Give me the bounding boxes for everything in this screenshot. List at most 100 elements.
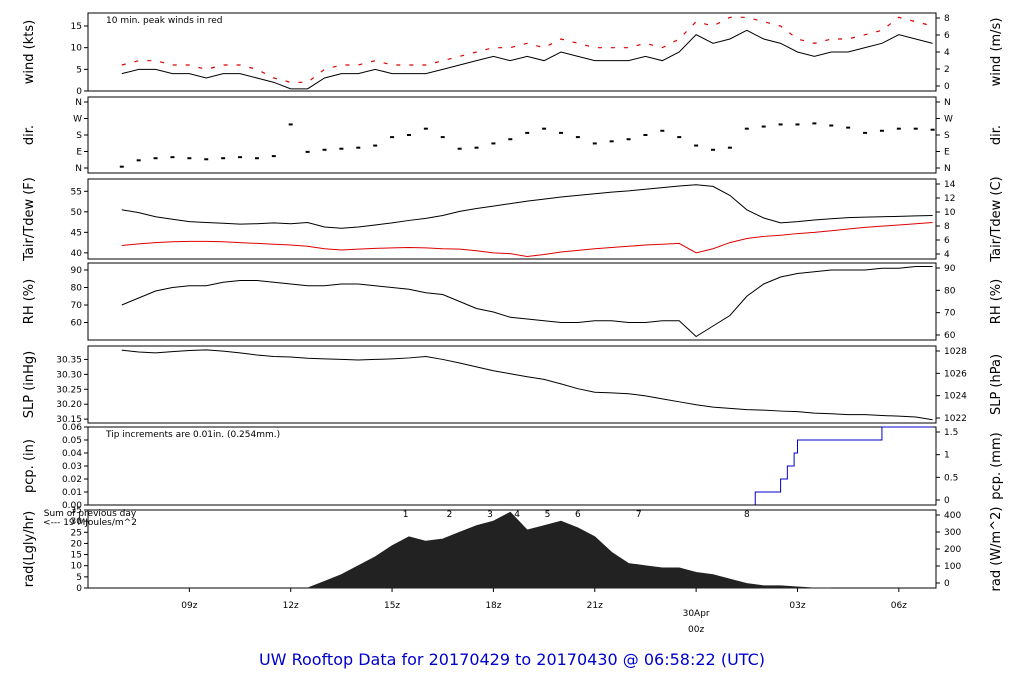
left-tick-label: 0.04 xyxy=(62,449,82,459)
right-tick-label: 6 xyxy=(944,236,950,246)
panel-frame xyxy=(87,96,937,174)
right-tick-label: 8 xyxy=(944,14,950,24)
panel-frame xyxy=(87,345,937,424)
left-tick-label: 20 xyxy=(71,539,83,549)
right-tick-label: 12 xyxy=(944,194,955,204)
right-tick-label: 70 xyxy=(944,309,956,319)
panel-rh: 60 70 80 90 60 70 80 90 RH (%) RH (%) xyxy=(22,262,1004,341)
x-tick-label: 18z xyxy=(485,601,501,611)
panel-frame xyxy=(87,262,937,341)
ylabel-right: RH (%) xyxy=(989,279,1004,324)
left-tick-label: 30.25 xyxy=(56,385,82,395)
left-tick-label: 15 xyxy=(71,22,82,32)
left-tick-label: 15 xyxy=(71,551,82,561)
left-tick-label: 30.20 xyxy=(56,400,82,410)
series-line-0 xyxy=(121,349,933,421)
right-tick-label: W xyxy=(944,115,953,125)
panel-slp: 30.15 30.20 30.25 30.30 30.35 1022 1024 1026 102… xyxy=(22,345,1004,425)
right-tick-label: 14 xyxy=(944,180,956,190)
panel-wind: 0 5 10 15 0 2 4 6 8 wind (kts) wind (m/s) 10 min. p… xyxy=(22,12,1004,97)
left-tick-label: 50 xyxy=(71,208,83,218)
right-tick-label: 300 xyxy=(944,528,961,538)
left-tick-label: 90 xyxy=(71,266,83,276)
footer-title: UW Rooftop Data for 20170429 to 20170430… xyxy=(258,650,766,669)
left-tick-label: 30.30 xyxy=(56,370,82,380)
rad-marker: 3 xyxy=(487,510,493,520)
right-tick-label: 1 xyxy=(944,451,950,461)
series-line-0 xyxy=(121,29,933,90)
right-tick-label: 80 xyxy=(944,286,956,296)
x-tick-label: 21z xyxy=(587,601,603,611)
series-line-1 xyxy=(121,221,933,258)
left-tick-label: 10 xyxy=(71,44,83,54)
left-tick-label: 70 xyxy=(71,301,83,311)
left-tick-label: 0.01 xyxy=(62,488,82,498)
left-tick-label: 10 xyxy=(71,562,83,572)
right-tick-label: 4 xyxy=(944,250,950,260)
rad-marker: 7 xyxy=(636,510,642,520)
right-tick-label: 0 xyxy=(944,82,950,92)
right-tick-label: 1024 xyxy=(944,392,967,402)
left-tick-label: 40 xyxy=(71,249,83,259)
ylabel-left: wind (kts) xyxy=(22,20,37,84)
right-tick-label: 2 xyxy=(944,65,950,75)
rad-marker: 1 xyxy=(403,510,409,520)
right-tick-label: 0 xyxy=(944,496,950,506)
left-tick-label: 5 xyxy=(76,65,82,75)
day-label: 30Apr xyxy=(683,609,710,619)
left-tick-label: 0.06 xyxy=(62,423,82,433)
right-tick-label: 0 xyxy=(944,579,950,589)
left-tick-label: 60 xyxy=(71,319,83,329)
ylabel-right: SLP (hPa) xyxy=(989,354,1004,415)
right-tick-label: 1022 xyxy=(944,414,967,424)
right-tick-label: 4 xyxy=(944,48,950,58)
ylabel-left: Tair/Tdew (F) xyxy=(22,177,37,262)
ylabel-right: Tair/Tdew (C) xyxy=(989,176,1004,262)
left-tick-label: S xyxy=(76,131,82,141)
right-tick-label: E xyxy=(944,148,950,158)
right-tick-label: 1.5 xyxy=(944,428,958,438)
left-tick-label: 0.00 xyxy=(62,501,82,511)
left-tick-label: 0 xyxy=(76,584,82,594)
left-tick-label: 30.35 xyxy=(56,355,82,365)
left-tick-label: 25 xyxy=(71,528,82,538)
right-tick-label: 6 xyxy=(944,31,950,41)
panel-frame xyxy=(87,178,937,260)
rad-marker: 5 xyxy=(545,510,551,520)
left-tick-label: W xyxy=(73,115,82,125)
right-tick-label: 60 xyxy=(944,331,956,341)
ylabel-left: rad(Lgly/hr) xyxy=(22,511,37,587)
left-tick-label: 35 xyxy=(71,506,82,516)
left-tick-label: 30.15 xyxy=(56,415,82,425)
right-tick-label: 0.5 xyxy=(944,473,958,483)
x-tick-label: 12z xyxy=(283,601,299,611)
ylabel-left: RH (%) xyxy=(22,279,37,324)
right-tick-label: 1028 xyxy=(944,347,967,357)
ylabel-left: SLP (inHg) xyxy=(22,351,37,419)
x-tick-label: 03z xyxy=(789,601,805,611)
left-tick-label: 0.03 xyxy=(62,462,82,472)
x-tick-label: 06z xyxy=(891,601,907,611)
right-tick-label: N xyxy=(944,98,951,108)
x-tick-label: 09z xyxy=(181,601,197,611)
right-tick-label: N xyxy=(944,164,951,174)
right-tick-label: 1026 xyxy=(944,369,967,379)
series-line-1 xyxy=(121,16,933,83)
ylabel-right: dir. xyxy=(989,125,1004,145)
day-sublabel: 00z xyxy=(688,625,704,635)
series-line-0 xyxy=(754,426,933,505)
rad-marker: 4 xyxy=(514,510,520,520)
left-tick-label: E xyxy=(76,148,82,158)
panel-annotation: Tip increments are 0.01in. (0.254mm.) xyxy=(105,430,280,440)
ylabel-right: pcp. (mm) xyxy=(989,432,1004,499)
rad-marker: 8 xyxy=(744,510,750,520)
left-tick-label: 80 xyxy=(71,284,83,294)
rad-area xyxy=(307,511,832,589)
left-tick-label: 0.02 xyxy=(62,475,82,485)
left-tick-label: 55 xyxy=(71,187,82,197)
left-tick-label: 5 xyxy=(76,573,82,583)
right-tick-label: 10 xyxy=(944,208,956,218)
